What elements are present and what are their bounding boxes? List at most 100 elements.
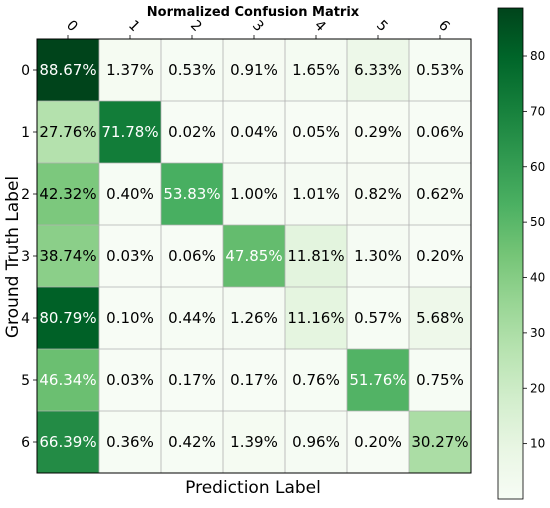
cell-value-label: 51.76% xyxy=(349,371,406,389)
cell-value-label: 0.91% xyxy=(230,61,278,79)
x-tick-label: 5 xyxy=(373,17,391,35)
x-tick-label: 2 xyxy=(187,17,205,35)
cell-value-label: 5.68% xyxy=(416,309,464,327)
x-tick-label: 1 xyxy=(125,17,143,35)
cell-value-label: 0.62% xyxy=(416,185,464,203)
heatmap-cell xyxy=(347,39,409,101)
heatmap-cell xyxy=(223,163,285,225)
heatmap-cell xyxy=(161,163,223,225)
heatmap-cell xyxy=(161,225,223,287)
heatmap-cell xyxy=(285,101,347,163)
cell-value-label: 38.74% xyxy=(39,247,96,265)
heatmap-cell xyxy=(409,39,471,101)
heatmap-cell xyxy=(223,349,285,411)
cell-value-label: 1.00% xyxy=(230,185,278,203)
cell-value-label: 0.10% xyxy=(106,309,154,327)
cell-value-label: 0.75% xyxy=(416,371,464,389)
cell-value-label: 0.96% xyxy=(292,433,340,451)
heatmap-cell xyxy=(223,287,285,349)
heatmap-cell xyxy=(37,287,99,349)
cell-value-label: 6.33% xyxy=(354,61,402,79)
cell-value-label: 1.01% xyxy=(292,185,340,203)
heatmap-cell xyxy=(285,411,347,473)
y-axis-label: Ground Truth Label xyxy=(3,176,23,338)
cell-value-label: 1.30% xyxy=(354,247,402,265)
cell-value-label: 0.17% xyxy=(230,371,278,389)
heatmap-cell xyxy=(99,163,161,225)
y-tick-label: 6 xyxy=(21,435,30,451)
heatmap-cell xyxy=(285,163,347,225)
heatmap-cell xyxy=(409,287,471,349)
heatmap-cell xyxy=(37,349,99,411)
heatmap-cell xyxy=(285,39,347,101)
x-tick-labels: 0 1 2 3 4 5 6 xyxy=(63,17,453,39)
cell-value-label: 0.05% xyxy=(292,123,340,141)
y-tick-label: 3 xyxy=(21,249,30,265)
heatmap-cell xyxy=(223,101,285,163)
cell-value-label: 1.37% xyxy=(106,61,154,79)
heatmap-cell xyxy=(347,287,409,349)
cell-value-label: 1.26% xyxy=(230,309,278,327)
heatmap-cell xyxy=(99,39,161,101)
cell-value-label: 0.17% xyxy=(168,371,216,389)
heatmap-cell xyxy=(161,287,223,349)
heatmap-cell xyxy=(347,411,409,473)
cell-value-label: 0.82% xyxy=(354,185,402,203)
cell-value-label: 1.65% xyxy=(292,61,340,79)
cell-value-label: 0.03% xyxy=(106,371,154,389)
heatmap-cell xyxy=(409,101,471,163)
heatmap-cell xyxy=(347,349,409,411)
colorbar-tick-label: 50 xyxy=(530,215,545,229)
heatmap-cell xyxy=(37,101,99,163)
cell-value-label: 71.78% xyxy=(101,123,158,141)
heatmap-cell xyxy=(285,225,347,287)
x-tick-label: 0 xyxy=(63,17,81,35)
heatmap-cell xyxy=(223,225,285,287)
cell-value-label: 1.39% xyxy=(230,433,278,451)
y-tick-label: 2 xyxy=(21,187,30,203)
cell-value-label: 88.67% xyxy=(39,61,96,79)
heatmap-cell xyxy=(37,411,99,473)
cell-value-label: 27.76% xyxy=(39,123,96,141)
cell-value-label: 46.34% xyxy=(39,371,96,389)
heatmap-cell xyxy=(347,101,409,163)
heatmap-cell xyxy=(285,349,347,411)
cell-value-label: 11.81% xyxy=(287,247,344,265)
heatmap-cell xyxy=(223,411,285,473)
cell-value-label: 0.02% xyxy=(168,123,216,141)
chart-title: Normalized Confusion Matrix xyxy=(147,5,360,20)
cell-value-label: 0.42% xyxy=(168,433,216,451)
y-tick-labels: 0 1 2 3 4 5 6 xyxy=(21,63,37,451)
cell-value-label: 0.29% xyxy=(354,123,402,141)
heatmap-cell xyxy=(99,287,161,349)
heatmap-cell xyxy=(161,411,223,473)
x-tick-label: 6 xyxy=(435,17,453,35)
heatmap-cell xyxy=(409,349,471,411)
heatmap-cell xyxy=(409,163,471,225)
heatmap-cell xyxy=(161,349,223,411)
colorbar-tick-label: 80 xyxy=(530,49,545,63)
heatmap-cell xyxy=(161,39,223,101)
colorbar-tick-label: 70 xyxy=(530,104,545,118)
cell-value-label: 0.20% xyxy=(416,247,464,265)
y-tick-label: 0 xyxy=(21,63,30,79)
y-tick-label: 5 xyxy=(21,373,30,389)
heatmap-cell xyxy=(37,39,99,101)
colorbar-ticks: 10 20 30 40 50 60 70 80 xyxy=(523,49,545,451)
cell-value-label: 42.32% xyxy=(39,185,96,203)
heatmap-cell xyxy=(99,101,161,163)
cell-value-label: 0.36% xyxy=(106,433,154,451)
heatmap-cells: 88.67% 1.37% 0.53% 0.91% 1.65% 6.33% 0.53% 27.7… xyxy=(36,38,472,474)
cell-value-label: 0.06% xyxy=(168,247,216,265)
heatmap-cell xyxy=(409,411,471,473)
cell-value-label: 0.53% xyxy=(416,61,464,79)
cell-value-label: 0.04% xyxy=(230,123,278,141)
x-tick-label: 3 xyxy=(249,17,267,35)
cell-value-label: 11.16% xyxy=(287,309,344,327)
heatmap-cell xyxy=(409,225,471,287)
cell-value-label: 47.85% xyxy=(225,247,282,265)
heatmap-cell xyxy=(37,225,99,287)
x-axis-label: Prediction Label xyxy=(185,478,321,498)
cell-value-label: 0.44% xyxy=(168,309,216,327)
